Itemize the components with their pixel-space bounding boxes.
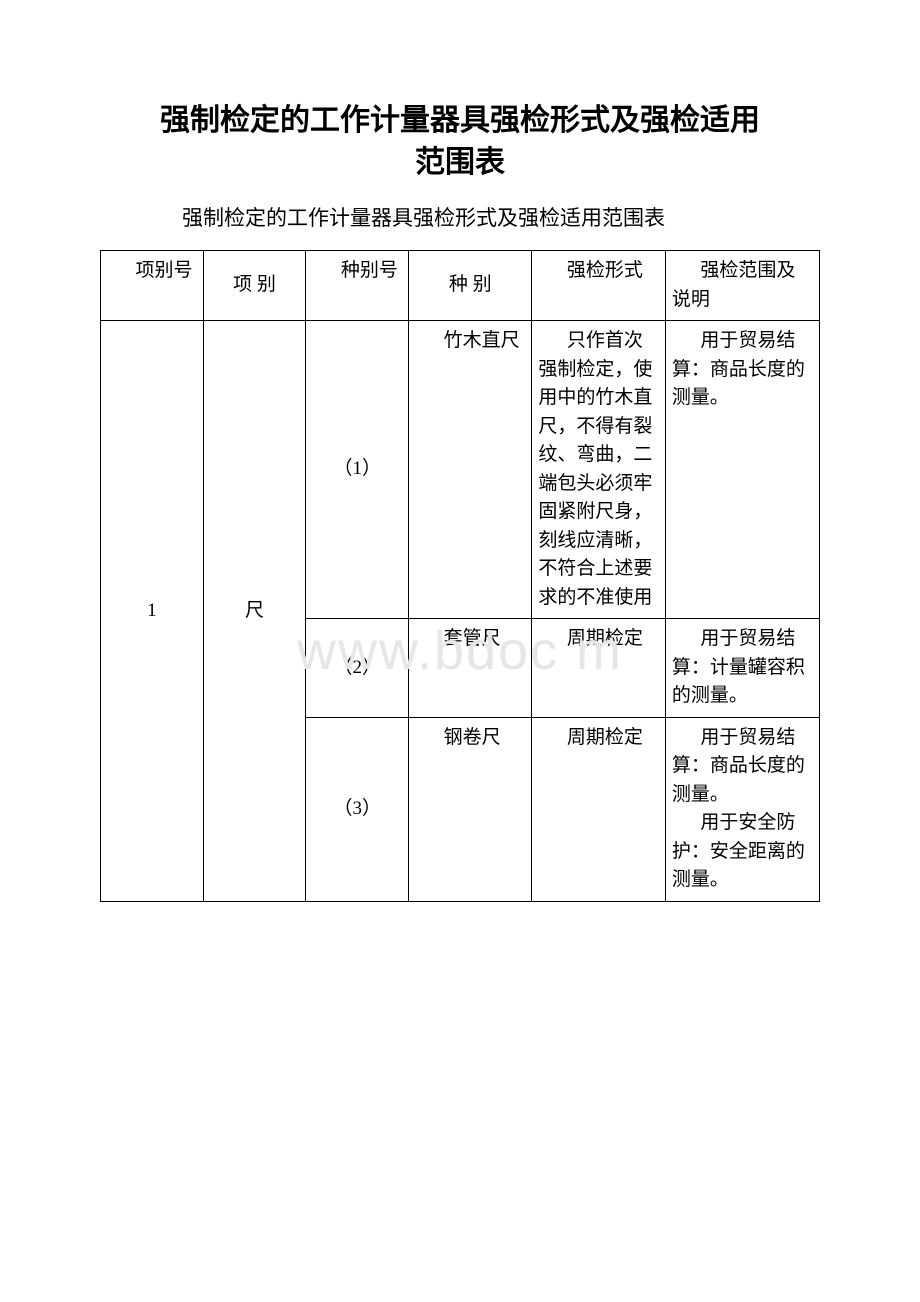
cell-sub-no: （2）	[306, 619, 409, 718]
cell-sub-no: （1）	[306, 321, 409, 619]
th-sub-no: 种别号	[306, 251, 409, 321]
cell-form: 周期检定	[532, 717, 666, 901]
document-page: www.bdoc m 强制检定的工作计量器具强检形式及强检适用 范围表 强制检定…	[0, 0, 920, 1302]
title-line-1: 强制检定的工作计量器具强检形式及强检适用	[160, 104, 760, 137]
page-title: 强制检定的工作计量器具强检形式及强检适用 范围表	[100, 100, 820, 184]
cell-form: 周期检定	[532, 619, 666, 718]
th-item-name: 项 别	[203, 251, 306, 321]
th-sub-name: 种 别	[409, 251, 532, 321]
table-header-row: 项别号 项 别 种别号 种 别 强检形式 强检范围及说明	[101, 251, 820, 321]
cell-scope: 用于贸易结算：商品长度的测量。 用于安全防护：安全距离的测量。	[665, 717, 819, 901]
cell-sub-name: 竹木直尺	[409, 321, 532, 619]
title-line-2: 范围表	[415, 146, 505, 179]
cell-item-name: 尺	[203, 321, 306, 902]
page-subtitle: 强制检定的工作计量器具强检形式及强检适用范围表	[100, 202, 820, 232]
cell-item-no: 1	[101, 321, 204, 902]
cell-sub-no: （3）	[306, 717, 409, 901]
cell-scope: 用于贸易结算：计量罐容积的测量。	[665, 619, 819, 718]
th-scope: 强检范围及说明	[665, 251, 819, 321]
table-row: 1 尺 （1） 竹木直尺 只作首次强制检定，使用中的竹木直尺，不得有裂纹、弯曲，…	[101, 321, 820, 619]
verification-table: 项别号 项 别 种别号 种 别 强检形式 强检范围及说明 1 尺 （1） 竹木直…	[100, 250, 820, 902]
th-item-no: 项别号	[101, 251, 204, 321]
cell-sub-name: 钢卷尺	[409, 717, 532, 901]
th-form: 强检形式	[532, 251, 666, 321]
cell-sub-name: 套管尺	[409, 619, 532, 718]
cell-form: 只作首次强制检定，使用中的竹木直尺，不得有裂纹、弯曲，二端包头必须牢固紧附尺身，…	[532, 321, 666, 619]
cell-scope: 用于贸易结算：商品长度的测量。	[665, 321, 819, 619]
